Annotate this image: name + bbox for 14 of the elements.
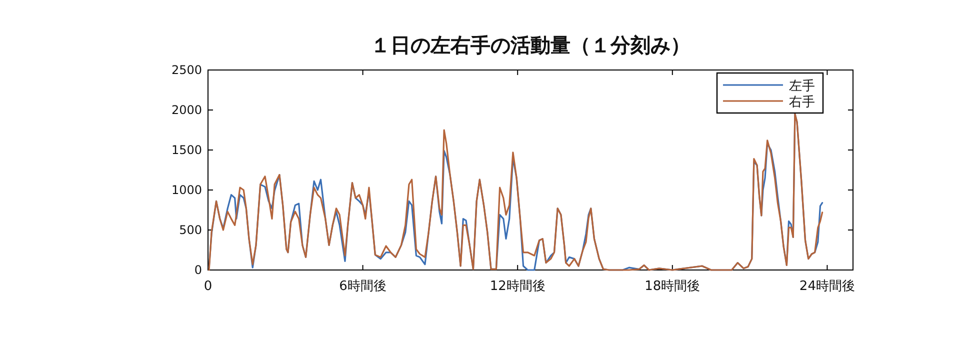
x-tick-label: 18時間後 (644, 279, 700, 294)
y-tick-label: 0 (194, 263, 202, 277)
chart-title: １日の左右手の活動量（１分刻み） (370, 33, 690, 57)
x-tick-label: 12時間後 (490, 279, 546, 294)
x-tick-label: 6時間後 (339, 279, 386, 294)
y-tick-label: 1500 (171, 143, 202, 157)
x-tick-label: 0 (204, 279, 212, 294)
y-tick-label: 1000 (171, 183, 202, 197)
y-tick-label: 500 (179, 223, 202, 237)
x-tick-label: 24時間後 (799, 279, 855, 294)
legend-label: 左手 (789, 79, 815, 94)
y-tick-label: 2000 (171, 103, 202, 117)
y-tick-label: 2500 (171, 63, 202, 77)
legend-label: 右手 (789, 95, 815, 110)
